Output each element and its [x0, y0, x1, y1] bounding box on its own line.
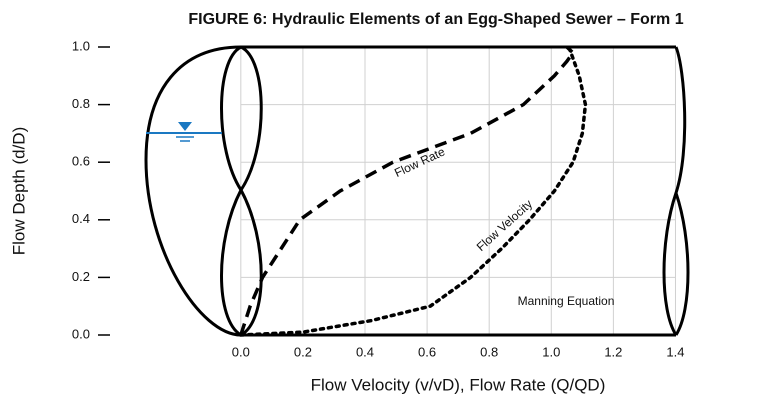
y-tick-label: 0.4: [72, 211, 90, 226]
x-tick-label: 0.6: [418, 344, 436, 359]
chart-title: FIGURE 6: Hydraulic Elements of an Egg-S…: [188, 11, 683, 28]
pipe-left-end: [146, 47, 241, 335]
line-series: [241, 47, 573, 335]
x-tick-label: 1.0: [542, 344, 560, 359]
x-tick-label: 0.4: [356, 344, 374, 359]
x-tick-label: 0.0: [232, 344, 250, 359]
pipe: [146, 47, 688, 335]
x-tick-label: 1.2: [604, 344, 622, 359]
grid: [241, 47, 676, 335]
annotation: Manning Equation: [518, 294, 615, 308]
y-axis-label: Flow Depth (d/D): [9, 127, 28, 255]
y-tick-label: 1.0: [72, 38, 90, 53]
y-tick-label: 0.2: [72, 269, 90, 284]
x-tick-label: 0.2: [294, 344, 312, 359]
y-tick-label: 0.0: [72, 326, 90, 341]
x-axis-label: Flow Velocity (v/vD), Flow Rate (Q/QD): [311, 375, 606, 394]
pipe-right-end: [664, 47, 688, 335]
chart: FIGURE 6: Hydraulic Elements of an Egg-S…: [0, 0, 764, 404]
x-tick-label: 0.8: [480, 344, 498, 359]
y-tick-label: 0.6: [72, 154, 90, 169]
line-series: [241, 50, 586, 335]
x-tick-label: 1.4: [666, 344, 684, 359]
y-tick-label: 0.8: [72, 96, 90, 111]
water-symbol: [178, 122, 192, 131]
